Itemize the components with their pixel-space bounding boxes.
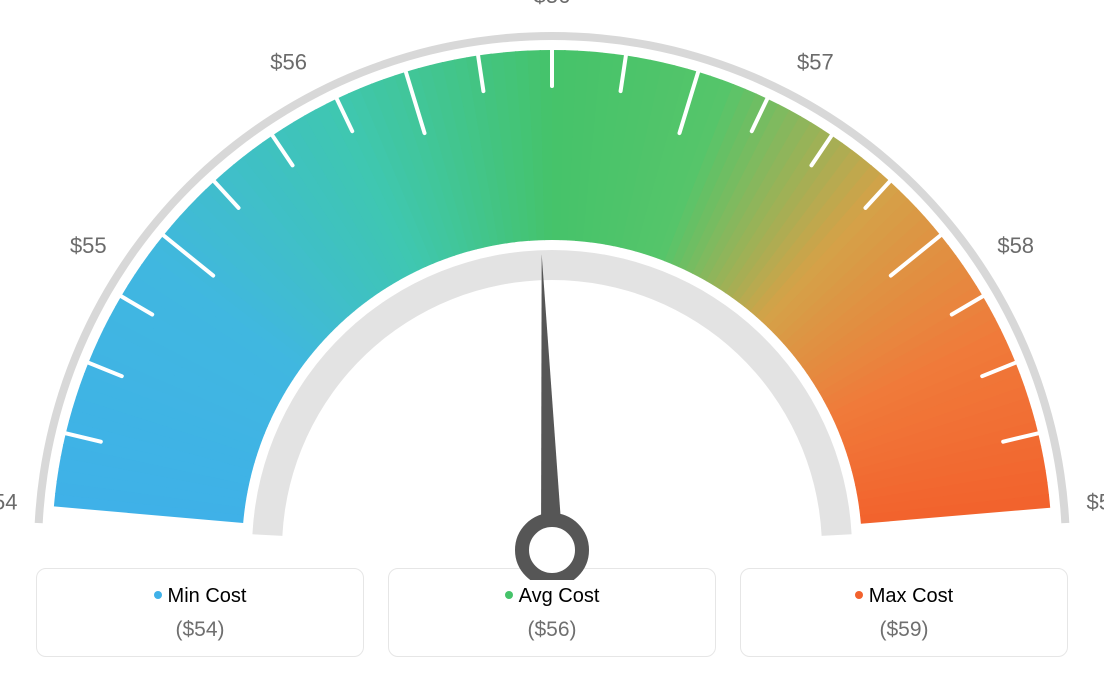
gauge-tick-label: $55 bbox=[70, 233, 107, 258]
legend-title-min: Min Cost bbox=[37, 585, 363, 608]
gauge-tick-label: $56 bbox=[270, 49, 307, 74]
gauge-svg: $54 $55 $56 $56 $57 $58 $59 bbox=[0, 0, 1104, 580]
dot-icon bbox=[505, 591, 513, 599]
gauge-tick-label: $57 bbox=[797, 49, 834, 74]
legend-label: Min Cost bbox=[168, 585, 247, 607]
legend-value-max: ($59) bbox=[741, 618, 1067, 642]
gauge-tick-label: $58 bbox=[997, 233, 1034, 258]
legend-value-avg: ($56) bbox=[389, 618, 715, 642]
legend-card-avg: Avg Cost ($56) bbox=[388, 568, 716, 657]
legend-title-max: Max Cost bbox=[741, 585, 1067, 608]
legend-label: Avg Cost bbox=[519, 585, 600, 607]
legend-card-min: Min Cost ($54) bbox=[36, 568, 364, 657]
gauge-hub bbox=[522, 520, 582, 580]
legend-value-min: ($54) bbox=[37, 618, 363, 642]
legend-row: Min Cost ($54) Avg Cost ($56) Max Cost (… bbox=[0, 568, 1104, 657]
legend-title-avg: Avg Cost bbox=[389, 585, 715, 608]
gauge-tick-label: $54 bbox=[0, 490, 17, 515]
dot-icon bbox=[855, 591, 863, 599]
gauge-needle bbox=[541, 254, 563, 550]
dot-icon bbox=[154, 591, 162, 599]
legend-label: Max Cost bbox=[869, 585, 953, 607]
gauge-chart: $54 $55 $56 $56 $57 $58 $59 bbox=[0, 0, 1104, 560]
legend-card-max: Max Cost ($59) bbox=[740, 568, 1068, 657]
gauge-tick-label: $59 bbox=[1087, 490, 1104, 515]
gauge-tick-label: $56 bbox=[534, 0, 571, 8]
